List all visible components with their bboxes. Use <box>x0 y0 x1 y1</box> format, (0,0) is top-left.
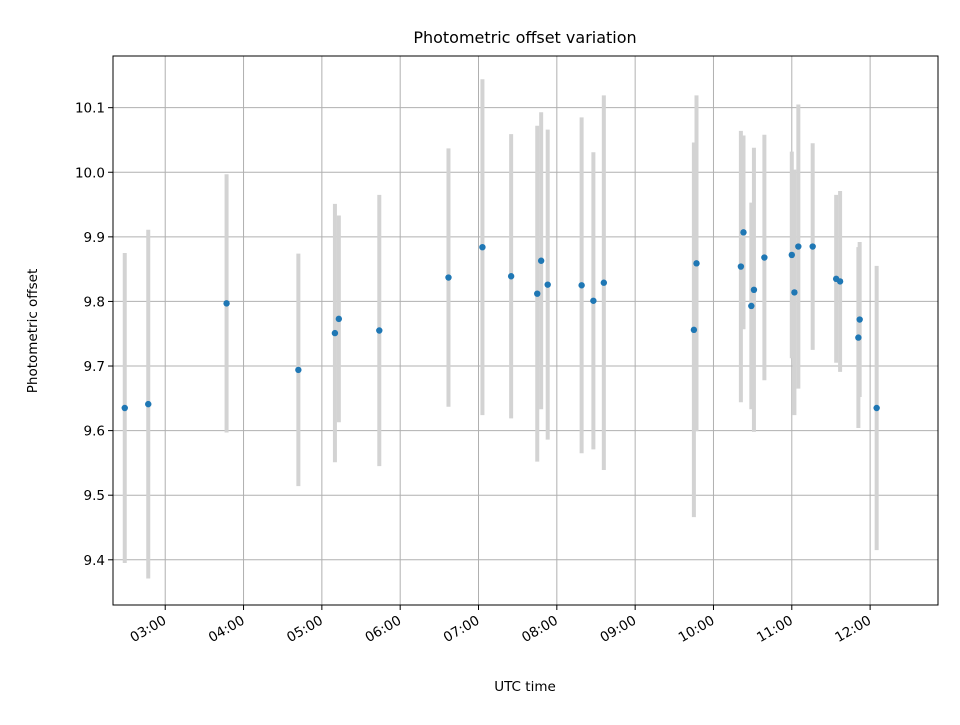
data-point <box>534 290 541 297</box>
data-point <box>537 257 545 264</box>
data-point <box>578 282 585 289</box>
error-bars <box>122 79 879 579</box>
x-tick-label: 08:00 <box>519 613 561 646</box>
chart-title: Photometric offset variation <box>413 28 636 47</box>
data-point <box>791 289 798 296</box>
data-point <box>750 286 758 294</box>
y-tick-label: 10.1 <box>75 101 105 117</box>
y-tick-label: 9.8 <box>84 294 105 310</box>
data-point <box>795 243 802 250</box>
y-tick-label: 10.0 <box>75 165 105 181</box>
data-point <box>121 404 128 412</box>
data-point <box>376 327 383 334</box>
data-point <box>737 263 745 270</box>
data-point <box>856 316 863 323</box>
data-point <box>223 300 230 307</box>
x-tick-label: 12:00 <box>832 613 874 646</box>
data-point <box>479 243 486 251</box>
data-point <box>788 251 795 259</box>
x-tick-label: 05:00 <box>284 613 326 646</box>
data-point <box>507 273 515 280</box>
data-point <box>693 260 700 267</box>
data-point <box>335 315 343 323</box>
data-point <box>836 278 844 285</box>
x-tick-label: 03:00 <box>128 613 170 646</box>
y-tick-label: 9.7 <box>84 359 105 375</box>
y-tick-label: 9.6 <box>84 424 105 440</box>
y-tick-label: 9.5 <box>84 488 105 504</box>
y-axis-label: Photometric offset <box>25 269 41 393</box>
data-point <box>295 366 302 374</box>
x-tick-label: 06:00 <box>362 613 404 646</box>
data-point <box>145 400 152 408</box>
x-axis-ticks: 03:00 04:00 05:00 06:00 07:00 08:00 09:00 10:00… <box>128 605 874 646</box>
grid <box>113 56 938 605</box>
plot-frame <box>112 55 939 606</box>
y-tick-label: 9.4 <box>84 553 105 569</box>
data-point <box>690 326 698 334</box>
data-point <box>873 404 880 412</box>
data-point <box>855 334 862 341</box>
x-tick-label: 07:00 <box>441 613 483 646</box>
y-tick-label: 9.9 <box>84 230 105 246</box>
data-point <box>544 281 551 288</box>
x-tick-label: 10:00 <box>676 613 718 646</box>
data-point <box>761 254 768 261</box>
x-tick-label: 11:00 <box>754 613 796 646</box>
x-axis-label: UTC time <box>494 679 556 695</box>
data-point <box>740 229 747 236</box>
data-point <box>809 243 816 250</box>
x-tick-label: 04:00 <box>206 613 248 646</box>
data-point <box>590 297 597 304</box>
data-point <box>600 279 608 286</box>
data-points <box>121 229 880 412</box>
data-point <box>331 329 339 337</box>
y-axis-ticks: 9.4 9.5 9.6 9.7 9.8 9.9 10.0 10.1 <box>75 101 113 569</box>
x-tick-label: 09:00 <box>597 613 639 646</box>
data-point <box>748 302 755 310</box>
data-point <box>445 274 452 281</box>
